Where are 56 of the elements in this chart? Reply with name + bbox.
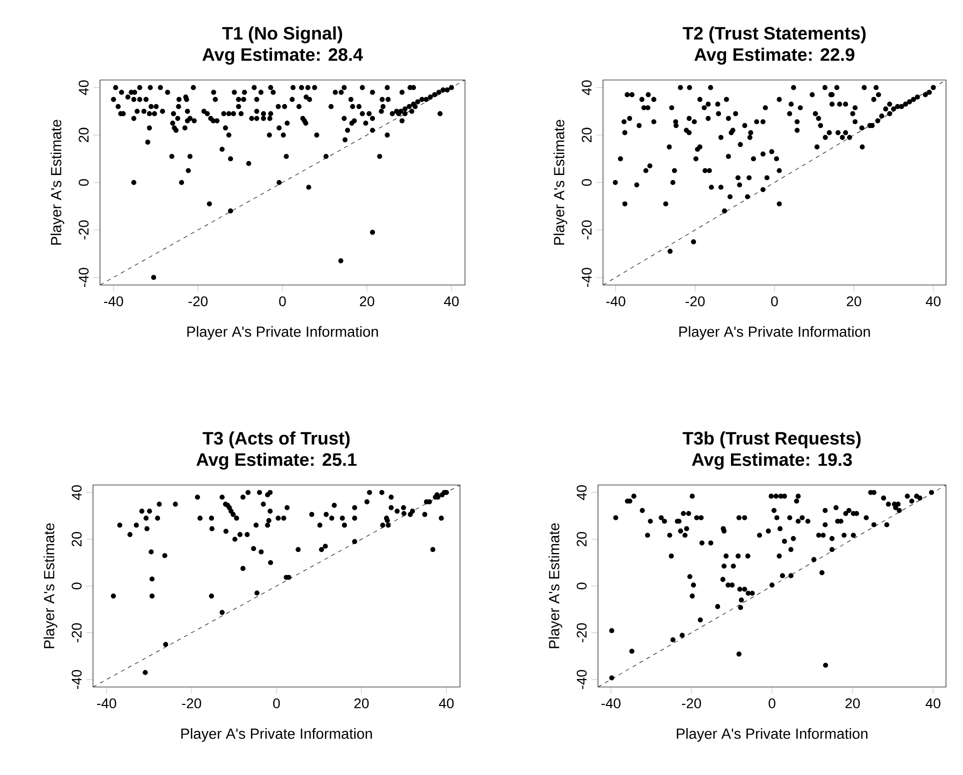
x-tick-label: 40 xyxy=(444,296,459,306)
x-tick-label: -20 xyxy=(682,698,702,708)
x-tick-label: -40 xyxy=(97,698,116,708)
x-tick-label: 40 xyxy=(926,296,941,306)
x-tick-label: 0 xyxy=(768,698,776,708)
x-tick-label: 40 xyxy=(926,698,940,708)
y-axis-title: Player A's Estimate xyxy=(554,120,568,245)
y-tick-label: 20 xyxy=(576,532,587,546)
x-tick-label: 20 xyxy=(360,296,374,306)
x-axis-title: Player A's Private Information xyxy=(187,326,378,340)
y-tick-label: 0 xyxy=(576,582,587,590)
x-tick-label: -40 xyxy=(606,296,626,306)
y-tick-label: 0 xyxy=(78,179,89,186)
y-axis-title: Player A's Estimate xyxy=(50,120,64,245)
chart-title: T2 (Trust Statements) xyxy=(682,26,866,44)
x-tick-label: 20 xyxy=(354,698,369,708)
y-tick-label: 20 xyxy=(78,128,89,142)
y-tick-label: 40 xyxy=(72,485,82,500)
x-tick-label: 0 xyxy=(771,296,778,306)
x-tick-label: 0 xyxy=(273,698,280,708)
x-tick-label: 40 xyxy=(438,698,454,708)
y-axis-title: Player A's Estimate xyxy=(548,523,562,648)
chart-title: T3 (Acts of Trust) xyxy=(202,431,350,448)
y-tick-label: 40 xyxy=(582,80,592,96)
y-axis-title: Player A's Estimate xyxy=(44,523,58,648)
y-tick-label: -20 xyxy=(582,220,592,240)
x-axis-title: Player A's Private Information xyxy=(676,728,868,742)
x-tick-label: -40 xyxy=(601,698,620,708)
y-tick-label: -20 xyxy=(576,623,587,642)
y-tick-label: -40 xyxy=(576,670,587,690)
chart-subtitle: Avg Estimate: 22.9 xyxy=(694,48,854,65)
x-tick-label: 20 xyxy=(846,296,862,306)
y-tick-label: 40 xyxy=(78,80,89,96)
y-tick-label: -40 xyxy=(78,268,89,287)
y-tick-label: 20 xyxy=(582,128,592,142)
x-tick-label: -40 xyxy=(104,296,124,306)
y-tick-label: 40 xyxy=(576,485,587,500)
x-axis-title: Player A's Private Information xyxy=(679,326,870,340)
x-tick-label: -20 xyxy=(182,698,202,708)
chart-subtitle: Avg Estimate: 28.4 xyxy=(202,48,363,65)
x-tick-label: 0 xyxy=(279,296,286,306)
y-tick-label: 0 xyxy=(582,179,592,186)
y-tick-label: -20 xyxy=(72,623,82,642)
x-tick-label: -20 xyxy=(686,296,705,306)
chart-subtitle: Avg Estimate: 19.3 xyxy=(692,452,852,470)
chart-subtitle: Avg Estimate: 25.1 xyxy=(196,452,357,470)
y-tick-label: 0 xyxy=(72,582,82,590)
chart-title: T3b (Trust Requests) xyxy=(682,431,861,448)
y-tick-label: 20 xyxy=(72,532,82,546)
y-tick-label: -20 xyxy=(78,220,89,240)
x-tick-label: -20 xyxy=(188,296,208,306)
y-tick-label: -40 xyxy=(72,670,82,690)
y-tick-label: -40 xyxy=(582,268,592,287)
chart-title: T1 (No Signal) xyxy=(222,26,342,44)
x-tick-label: 20 xyxy=(845,698,860,708)
x-axis-title: Player A's Private Information xyxy=(181,728,372,742)
